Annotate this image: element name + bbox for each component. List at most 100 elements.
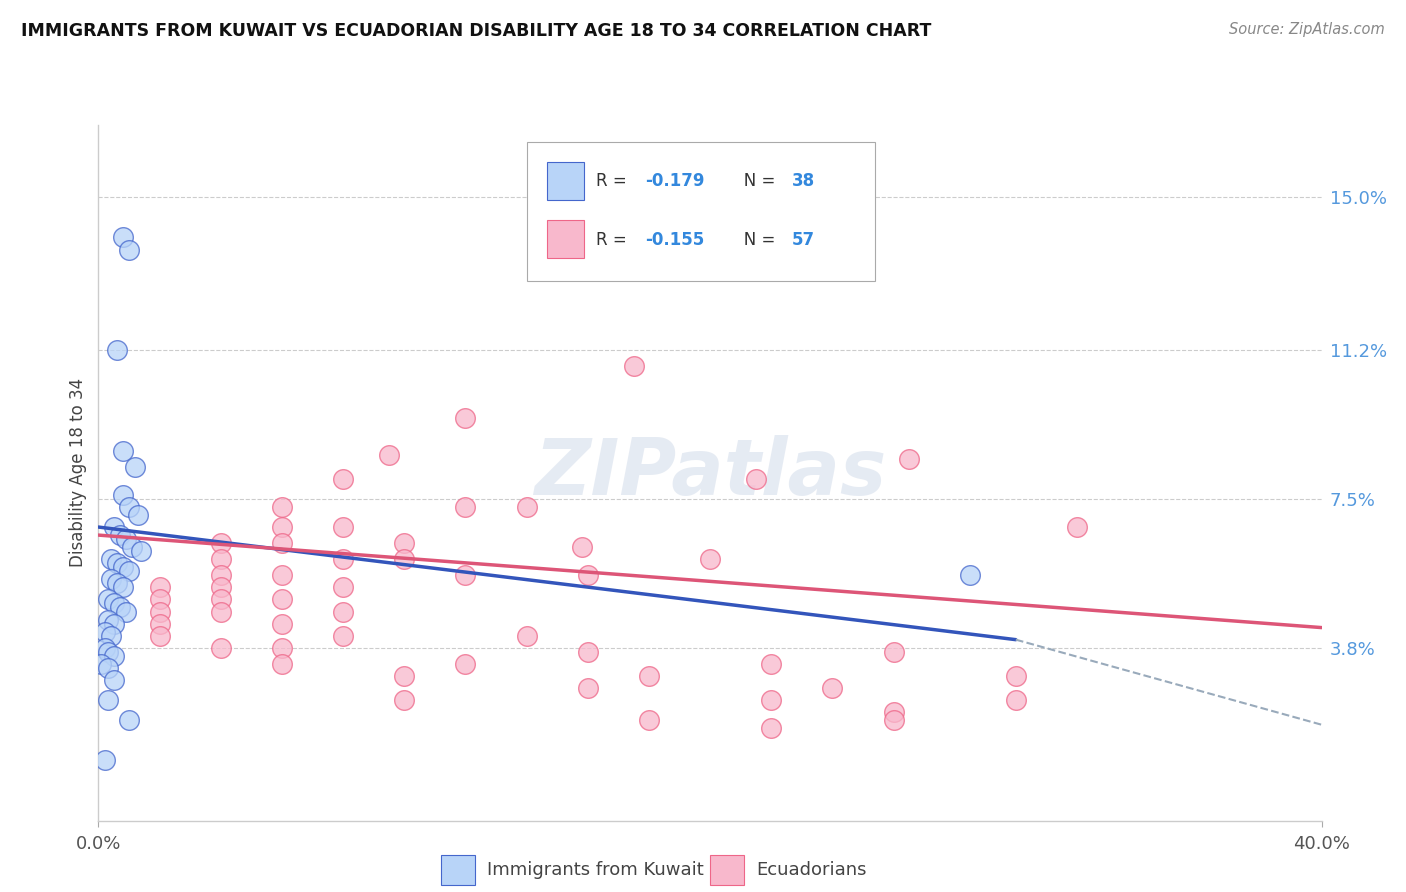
Text: Ecuadorians: Ecuadorians — [756, 861, 868, 879]
Point — [759, 657, 782, 671]
Point — [454, 568, 477, 582]
Text: Immigrants from Kuwait: Immigrants from Kuwait — [488, 861, 704, 879]
Point — [100, 629, 122, 643]
Text: Source: ZipAtlas.com: Source: ZipAtlas.com — [1229, 22, 1385, 37]
FancyBboxPatch shape — [547, 161, 583, 200]
Point — [90, 657, 112, 671]
Point — [97, 613, 120, 627]
Text: 38: 38 — [792, 172, 815, 190]
Point — [576, 681, 599, 695]
Point — [392, 669, 416, 683]
Point — [576, 645, 599, 659]
Point — [392, 536, 416, 550]
Point — [129, 544, 152, 558]
Text: R =: R = — [596, 172, 633, 190]
Point — [118, 564, 141, 578]
Point — [270, 568, 292, 582]
Point — [149, 605, 172, 619]
Point — [759, 721, 782, 735]
Point — [821, 681, 844, 695]
Point — [105, 576, 128, 591]
Point — [883, 713, 905, 727]
Point — [149, 580, 172, 594]
Point — [111, 230, 134, 244]
Point — [209, 536, 232, 550]
FancyBboxPatch shape — [547, 220, 583, 259]
Point — [103, 648, 125, 663]
Point — [118, 713, 141, 727]
Point — [97, 592, 120, 607]
Point — [149, 592, 172, 607]
Point — [118, 243, 141, 257]
Point — [93, 624, 115, 639]
Point — [105, 556, 128, 570]
Point — [699, 552, 721, 566]
Point — [270, 616, 292, 631]
Point — [97, 645, 120, 659]
Point — [100, 552, 122, 566]
Text: -0.155: -0.155 — [645, 230, 704, 249]
Point — [270, 536, 292, 550]
Point — [111, 580, 134, 594]
Point — [883, 645, 905, 659]
Point — [111, 560, 134, 574]
Point — [623, 359, 645, 374]
Point — [637, 713, 661, 727]
Point — [93, 640, 115, 655]
Point — [270, 657, 292, 671]
Point — [111, 488, 134, 502]
Point — [97, 661, 120, 675]
Point — [454, 657, 477, 671]
Point — [883, 705, 905, 719]
Point — [332, 629, 354, 643]
Point — [100, 572, 122, 586]
Point — [270, 640, 292, 655]
Text: N =: N = — [728, 230, 780, 249]
Point — [1004, 693, 1026, 707]
Point — [209, 552, 232, 566]
Point — [270, 500, 292, 514]
Point — [571, 540, 593, 554]
Point — [103, 616, 125, 631]
Point — [115, 605, 138, 619]
Point — [516, 629, 538, 643]
Point — [103, 673, 125, 687]
Point — [111, 443, 134, 458]
Point — [454, 411, 477, 425]
Point — [959, 568, 981, 582]
Point — [124, 459, 146, 474]
Point — [332, 520, 354, 534]
Point — [332, 552, 354, 566]
Point — [332, 605, 354, 619]
FancyBboxPatch shape — [710, 855, 744, 885]
Point — [1004, 669, 1026, 683]
Text: -0.179: -0.179 — [645, 172, 704, 190]
Point — [97, 693, 120, 707]
Point — [332, 580, 354, 594]
Text: 57: 57 — [792, 230, 815, 249]
Point — [149, 616, 172, 631]
Point — [93, 753, 115, 767]
Text: IMMIGRANTS FROM KUWAIT VS ECUADORIAN DISABILITY AGE 18 TO 34 CORRELATION CHART: IMMIGRANTS FROM KUWAIT VS ECUADORIAN DIS… — [21, 22, 931, 40]
Point — [454, 500, 477, 514]
Point — [115, 532, 138, 546]
Point — [378, 448, 401, 462]
Point — [332, 472, 354, 486]
Point — [1066, 520, 1088, 534]
Point — [759, 693, 782, 707]
Point — [108, 528, 131, 542]
Point — [897, 451, 920, 466]
Point — [108, 600, 131, 615]
Point — [105, 343, 128, 357]
Point — [149, 629, 172, 643]
Point — [392, 693, 416, 707]
Point — [392, 552, 416, 566]
Point — [209, 640, 232, 655]
Point — [270, 520, 292, 534]
Point — [209, 605, 232, 619]
FancyBboxPatch shape — [441, 855, 475, 885]
Point — [637, 669, 661, 683]
FancyBboxPatch shape — [526, 142, 875, 281]
Y-axis label: Disability Age 18 to 34: Disability Age 18 to 34 — [69, 378, 87, 567]
Point — [270, 592, 292, 607]
